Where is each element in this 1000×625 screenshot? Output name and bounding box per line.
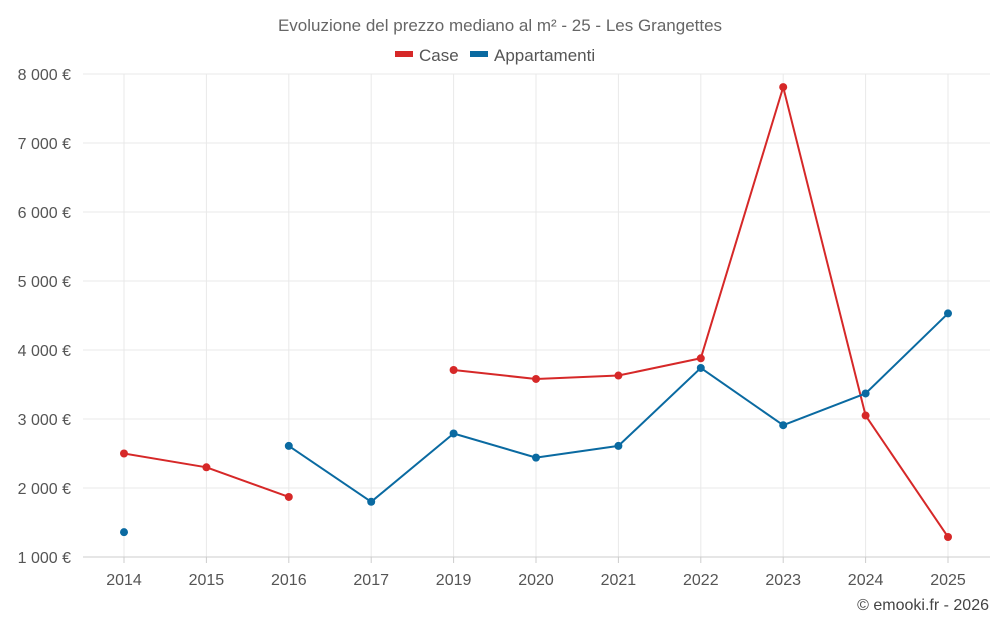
legend-swatch-case: [395, 51, 413, 57]
data-point-appartamenti[interactable]: [779, 421, 788, 430]
data-point-case[interactable]: [696, 354, 705, 363]
x-tick-label: 2024: [848, 572, 884, 589]
x-tick-label: 2015: [189, 572, 225, 589]
data-point-case[interactable]: [449, 366, 458, 375]
series-case: [120, 83, 952, 541]
data-point-appartamenti[interactable]: [861, 389, 870, 398]
y-tick-label: 8 000 €: [18, 67, 71, 84]
y-tick-label: 2 000 €: [18, 481, 71, 498]
data-point-case[interactable]: [284, 492, 293, 501]
data-point-case[interactable]: [614, 371, 623, 380]
x-tick-label: 2021: [601, 572, 637, 589]
chart-title: Evoluzione del prezzo mediano al m² - 25…: [278, 16, 722, 35]
data-point-appartamenti[interactable]: [367, 497, 376, 506]
legend-item-appartamenti[interactable]: Appartamenti: [470, 46, 595, 65]
x-tick-label: 2019: [436, 572, 472, 589]
data-point-appartamenti[interactable]: [284, 441, 293, 450]
x-tick-label: 2023: [765, 572, 801, 589]
x-tick-label: 2020: [518, 572, 554, 589]
legend-label-case: Case: [419, 46, 459, 65]
x-tick-label: 2022: [683, 572, 719, 589]
x-tick-label: 2025: [930, 572, 966, 589]
data-point-case[interactable]: [532, 374, 540, 383]
data-point-case[interactable]: [202, 463, 211, 472]
data-point-case[interactable]: [779, 83, 788, 92]
data-point-case[interactable]: [944, 532, 952, 541]
data-point-appartamenti[interactable]: [944, 309, 952, 318]
legend-label-appartamenti: Appartamenti: [494, 46, 595, 65]
series-appartamenti: [120, 309, 952, 537]
y-tick-label: 3 000 €: [18, 412, 71, 429]
y-tick-label: 4 000 €: [18, 343, 71, 360]
y-axis-ticks: 1 000 € 2 000 € 3 000 € 4 000 € 5 000 € 6 000…: [18, 67, 71, 567]
x-axis-ticks: 2014 2015 2016 2017 2019 2020 2021 2022 2023 2024…: [106, 557, 966, 589]
legend[interactable]: Case Appartamenti: [395, 46, 595, 65]
x-tick-label: 2016: [271, 572, 307, 589]
data-point-case[interactable]: [120, 449, 128, 458]
x-tick-label: 2017: [353, 572, 389, 589]
data-point-appartamenti[interactable]: [120, 528, 128, 537]
gridlines: [83, 73, 990, 558]
y-tick-label: 5 000 €: [18, 274, 71, 291]
data-point-appartamenti[interactable]: [532, 453, 540, 462]
y-tick-label: 1 000 €: [18, 550, 71, 567]
credit-text: © emooki.fr - 2026: [857, 597, 989, 614]
series-layer: [120, 83, 952, 541]
y-tick-label: 7 000 €: [18, 136, 71, 153]
x-tick-label: 2014: [106, 572, 142, 589]
data-point-appartamenti[interactable]: [449, 429, 458, 438]
data-point-case[interactable]: [861, 411, 870, 420]
y-tick-label: 6 000 €: [18, 205, 71, 222]
legend-item-case[interactable]: Case: [395, 46, 459, 65]
data-point-appartamenti[interactable]: [614, 441, 623, 450]
data-point-appartamenti[interactable]: [696, 363, 705, 372]
legend-swatch-appartamenti: [470, 51, 488, 57]
